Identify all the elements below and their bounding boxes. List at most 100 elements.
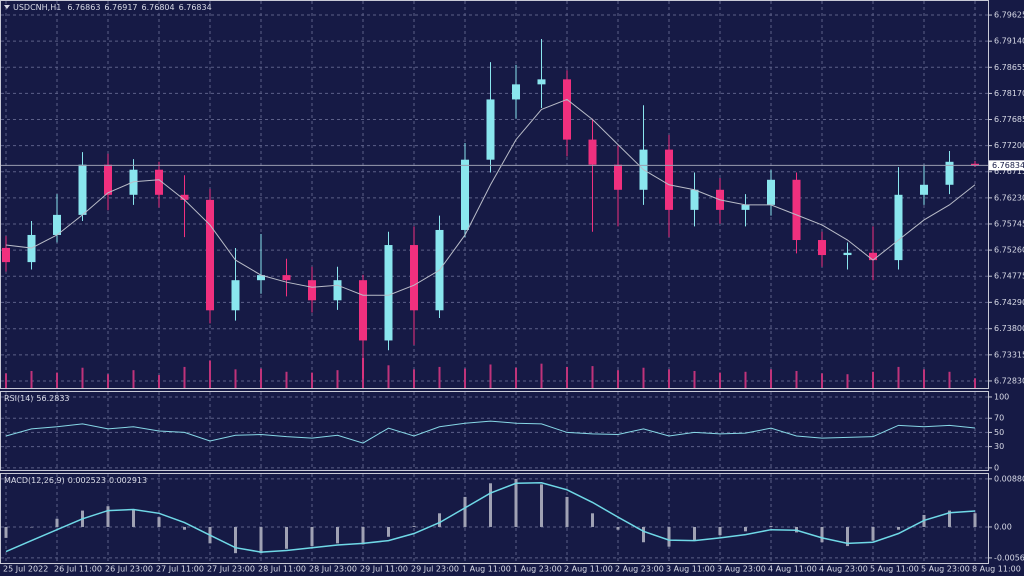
macd-bar: [591, 513, 594, 527]
volume-bar: [642, 367, 645, 388]
volume-bar: [591, 366, 594, 388]
volume-bar: [464, 368, 466, 388]
candle-body: [53, 214, 61, 235]
candle-body: [767, 179, 775, 205]
x-tick-label: 26 Jul 23:00: [105, 565, 153, 574]
volume-bar: [489, 364, 492, 388]
high-value: 6.76917: [104, 3, 137, 12]
rsi-title: RSI(14): [4, 394, 33, 403]
x-tick-label: 4 Aug 11:00: [768, 565, 817, 574]
candle-body: [537, 79, 546, 85]
x-tick-label: 5 Aug 23:00: [921, 565, 970, 574]
x-tick-label: 3 Aug 11:00: [666, 565, 715, 574]
y-tick-label: 6.74775: [994, 272, 1024, 281]
macd-bar: [285, 526, 288, 549]
volume-bar: [183, 366, 186, 388]
candle-body: [180, 194, 189, 200]
volume-bar: [311, 372, 313, 388]
volume-bar: [923, 369, 925, 388]
candle-body: [869, 252, 877, 261]
symbol: USDCNH,H1: [13, 3, 61, 12]
macd-bar: [642, 526, 645, 543]
macd-title: MACD(12,26,9): [4, 476, 65, 485]
volume-bar: [897, 366, 900, 388]
y-tick-label: 6.74290: [994, 298, 1024, 307]
macd-bar: [361, 526, 365, 545]
y-tick-label: -0.005668: [994, 553, 1024, 562]
volume-bar: [617, 370, 619, 388]
candle-body: [2, 247, 10, 263]
macd-bar: [336, 526, 339, 544]
volume-bar: [719, 372, 721, 388]
close-value: 6.76834: [179, 3, 212, 12]
macd-bar: [30, 526, 33, 528]
candle-body: [282, 275, 291, 281]
macd-bar: [820, 526, 824, 543]
macd-bar: [769, 525, 773, 527]
volume-bar: [872, 371, 874, 388]
macd-bar: [718, 526, 722, 536]
y-tick-label: 6.79140: [994, 37, 1024, 46]
macd-bar: [973, 513, 977, 527]
y-tick-label: 0.00: [994, 522, 1012, 531]
volume-bar: [693, 370, 696, 388]
y-tick-label: 6.72830: [994, 376, 1024, 385]
y-tick-label: 6.77200: [994, 141, 1024, 150]
y-tick-label: 100: [994, 392, 1009, 401]
candle-body: [78, 164, 87, 215]
volume-bar: [285, 371, 288, 388]
x-tick-label: 28 Jul 11:00: [258, 565, 306, 574]
macd-bar: [183, 526, 186, 530]
candle-body: [614, 164, 622, 190]
macd-bar: [106, 506, 110, 527]
rsi-value: 56.2833: [36, 394, 69, 403]
macd-bar: [55, 518, 59, 527]
candle-body: [257, 275, 265, 281]
rsi-frame: [0, 391, 989, 471]
signal-line: [5, 481, 976, 553]
candle-body: [155, 169, 163, 195]
volume-bar: [132, 370, 135, 388]
y-tick-label: 6.78655: [994, 63, 1024, 72]
volume-bar: [5, 373, 7, 388]
macd-bar: [259, 526, 263, 554]
volume-bar: [515, 367, 517, 388]
volume-bar: [107, 374, 109, 388]
macd-bar: [846, 526, 849, 547]
candle-body: [333, 280, 342, 301]
macd-value: 0.002523: [68, 476, 106, 485]
candle-body: [512, 84, 520, 100]
volume-bar: [540, 363, 543, 388]
x-tick-label: 5 Aug 11:00: [870, 565, 919, 574]
macd-frame: [0, 473, 989, 564]
volume-bar: [234, 369, 237, 388]
x-tick-label: 25 Jul 2022: [3, 565, 48, 574]
candle-body: [971, 163, 979, 166]
volume-bar: [770, 369, 772, 388]
candle-body: [588, 139, 597, 165]
volume-bar: [209, 360, 211, 388]
y-tick-label: 6.76715: [994, 167, 1024, 176]
macd-bar: [489, 483, 492, 527]
macd-bar: [438, 513, 441, 527]
macd-bar: [132, 509, 135, 527]
candle-body: [384, 245, 393, 341]
moving-average: [5, 98, 976, 296]
y-tick-label: 0.008807: [994, 474, 1024, 483]
candle-body: [359, 280, 367, 341]
candle-body: [104, 164, 112, 195]
y-tick-label: 6.79625: [994, 11, 1024, 20]
candle-body: [690, 189, 699, 210]
x-tick-label: 26 Jul 11:00: [54, 565, 102, 574]
candle-body: [206, 199, 214, 311]
x-tick-label: 2 Aug 11:00: [564, 565, 613, 574]
volume-bar: [744, 371, 747, 388]
macd-bar: [565, 496, 569, 527]
signal-value: 0.002913: [109, 476, 147, 485]
x-tick-label: 27 Jul 11:00: [156, 565, 204, 574]
y-tick-label: 6.76230: [994, 193, 1024, 202]
current-price-label: 6.76834: [992, 161, 1024, 170]
macd-bar: [387, 526, 390, 537]
